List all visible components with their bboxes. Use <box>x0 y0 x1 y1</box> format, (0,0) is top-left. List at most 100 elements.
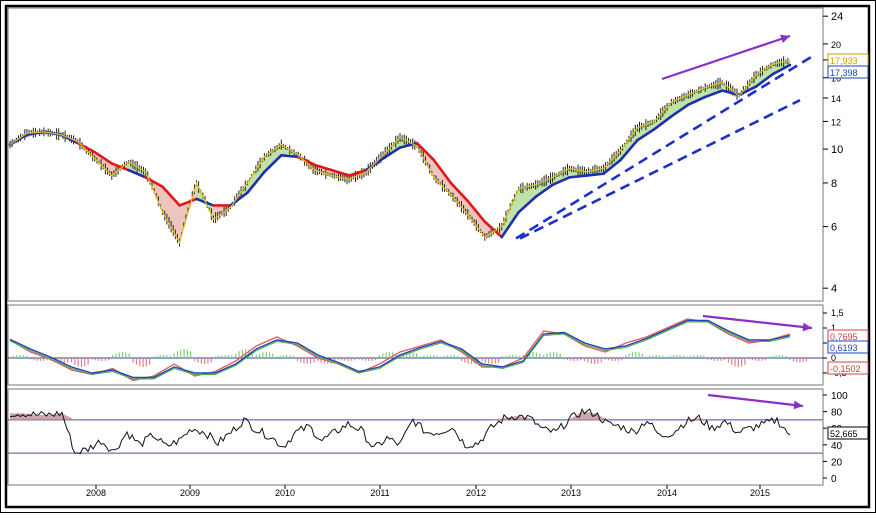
x-axis-label: 2009 <box>180 488 200 498</box>
moving-average-line <box>432 158 453 185</box>
moving-average-line <box>466 199 487 223</box>
macd-last-histogram: -0,1502 <box>830 364 861 374</box>
macd-y-tick-label: 1,5 <box>831 308 844 318</box>
price-trend-arrow-head <box>780 34 790 43</box>
rsi-overbought-fill <box>699 418 712 420</box>
rsi-y-tick-label: 80 <box>831 408 843 419</box>
moving-average-line <box>347 168 368 177</box>
price-last-close: 17,933 <box>830 56 858 66</box>
rsi-overbought-fill <box>491 418 504 420</box>
price-ma-fill <box>162 186 180 243</box>
moving-average-line <box>280 153 300 159</box>
price-y-tick-label: 8 <box>831 178 837 190</box>
moving-average-line <box>703 89 724 99</box>
x-axis-label: 2013 <box>561 488 581 498</box>
price-last-ma: 17,398 <box>830 68 858 78</box>
rsi-overbought-fill <box>23 413 36 420</box>
moving-average-line <box>534 183 554 199</box>
price-y-tick-label: 20 <box>831 40 841 50</box>
rsi-trend-arrow <box>707 393 804 408</box>
moving-average-line <box>330 168 351 177</box>
macd-layer <box>8 318 823 382</box>
moving-average-line <box>415 141 436 162</box>
rsi-layer <box>8 408 823 455</box>
price-last-ma-box <box>827 65 869 79</box>
moving-average-line <box>483 220 504 239</box>
x-axis-label: 2015 <box>750 488 770 498</box>
x-axis-label: 2014 <box>657 488 677 498</box>
macd-y-tick-label: 0 <box>831 353 836 363</box>
price-y-tick-label: 10 <box>831 144 843 156</box>
moving-average-line <box>161 185 181 207</box>
price-y-tick-label: 16 <box>831 74 841 84</box>
trendline-upper <box>515 55 813 240</box>
moving-average-line <box>381 146 402 160</box>
macd-last-signal-box <box>827 340 869 354</box>
rsi-y-tick-label: 40 <box>831 441 843 452</box>
price-trend-arrow <box>661 34 791 81</box>
trendline-lower <box>519 99 801 240</box>
price-y-tick-label: 14 <box>831 94 841 104</box>
moving-average-line <box>585 172 605 177</box>
macd-signal-line <box>9 319 791 379</box>
moving-average-line <box>754 72 775 88</box>
moving-average-line <box>246 170 266 195</box>
moving-average-line <box>449 181 470 203</box>
price-y-tick-label: 12 <box>831 117 841 127</box>
moving-average-line <box>602 158 622 176</box>
x-axis-label: 2012 <box>466 488 486 498</box>
price-ma-fill <box>501 188 519 238</box>
moving-average-line <box>517 195 537 214</box>
price-y-tick-label: 24 <box>831 11 843 23</box>
macd-y-tick-label: 1 <box>831 323 836 333</box>
price-ma-fill <box>756 64 774 87</box>
moving-average-line <box>500 210 520 239</box>
rsi-line <box>9 408 791 455</box>
close-price-line <box>9 60 791 245</box>
rsi-y-tick-label: 100 <box>831 391 848 402</box>
moving-average-line <box>263 153 283 174</box>
moving-average-line <box>737 85 758 97</box>
rsi-overbought-fill <box>569 411 582 420</box>
price-layer <box>8 34 813 410</box>
moving-average-line <box>636 127 656 142</box>
x-axis-label: 2008 <box>86 488 106 498</box>
moving-average-line <box>93 150 114 165</box>
macd-last-signal: 0,6193 <box>830 343 858 353</box>
price-ma-fill <box>637 121 655 141</box>
macd-trend-arrow-head <box>802 322 812 332</box>
price-panel <box>7 7 824 302</box>
moving-average-line <box>178 197 198 207</box>
moving-average-line <box>568 174 588 179</box>
moving-average-line <box>670 103 690 118</box>
moving-average-line <box>127 168 147 179</box>
moving-average-line <box>653 115 673 131</box>
price-ma-fill <box>467 201 485 238</box>
rsi-y-tick-label: 20 <box>831 457 843 468</box>
rsi-y-tick-label: 0 <box>831 474 837 485</box>
macd-trend-arrow <box>702 314 813 330</box>
outer-border <box>4 4 871 509</box>
macd-panel <box>7 304 824 386</box>
rsi-overbought-fill <box>10 413 23 420</box>
price-ma-fill <box>264 144 282 172</box>
macd-last-histogram-box <box>827 361 869 375</box>
price-y-tick-label: 6 <box>831 222 837 234</box>
rsi-panel <box>7 388 824 486</box>
price-y-tick-label: 4 <box>831 283 837 295</box>
rsi-last-value: 52,665 <box>830 429 858 439</box>
rsi-overbought-fill <box>36 414 49 420</box>
macd-last-value: 0,7695 <box>830 332 858 342</box>
macd-aux-line <box>9 321 791 380</box>
x-axis-label: 2010 <box>275 488 295 498</box>
moving-average-line <box>398 141 419 149</box>
price-ma-fill <box>433 160 451 195</box>
moving-average-line <box>110 162 130 172</box>
rsi-trend-arrow-head <box>793 400 803 410</box>
moving-average-line <box>551 176 571 187</box>
moving-average-line <box>686 95 707 106</box>
rsi-overbought-fill <box>62 413 75 420</box>
moving-average-line <box>619 138 639 162</box>
